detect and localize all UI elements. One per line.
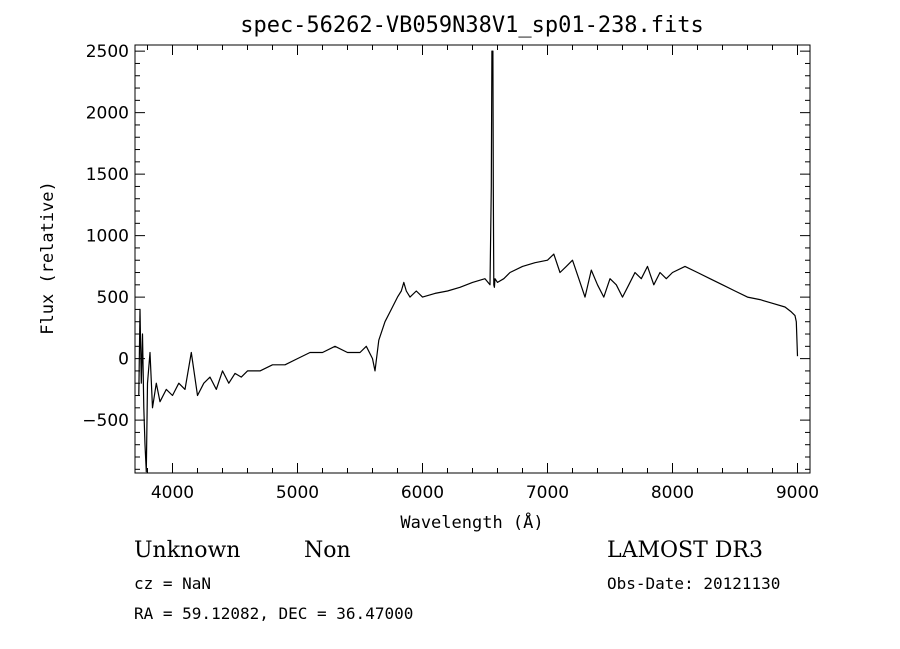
tick-labels: 4000 5000 6000 7000 8000 9000 −500 0 500 1000 1500… — [82, 42, 819, 503]
survey-label: LAMOST DR3 — [607, 538, 763, 563]
redshift-label: cz = NaN — [134, 574, 212, 593]
y-tick-label: 1000 — [86, 227, 129, 247]
x-tick-label: 8000 — [651, 483, 694, 503]
axes — [134, 44, 811, 474]
y-tick-label: 500 — [97, 288, 129, 308]
y-axis-label: Flux (relative) — [38, 181, 58, 335]
y-tick-label: 1500 — [86, 165, 129, 185]
obs-date-label: Obs-Date: 20121130 — [607, 574, 781, 593]
x-tick-label: 7000 — [526, 483, 569, 503]
x-tick-label: 5000 — [276, 483, 319, 503]
coordinates-label: RA = 59.12082, DEC = 36.47000 — [134, 604, 414, 623]
x-tick-label: 4000 — [151, 483, 194, 503]
y-tick-label: 2500 — [86, 42, 129, 62]
tick-marks — [135, 45, 810, 473]
y-tick-label: −500 — [82, 411, 129, 431]
chart-title: spec-56262-VB059N38V1_sp01-238.fits — [240, 13, 704, 38]
x-tick-label: 6000 — [401, 483, 444, 503]
x-axis-label: Wavelength (Å) — [400, 511, 543, 533]
y-tick-label: 0 — [118, 350, 129, 370]
object-subclass-label: Non — [304, 538, 351, 563]
object-class-label: Unknown — [134, 538, 241, 563]
spectrum-line — [138, 50, 799, 473]
y-tick-label: 2000 — [86, 104, 129, 124]
x-tick-label: 9000 — [776, 483, 819, 503]
plot-frame — [134, 44, 811, 474]
